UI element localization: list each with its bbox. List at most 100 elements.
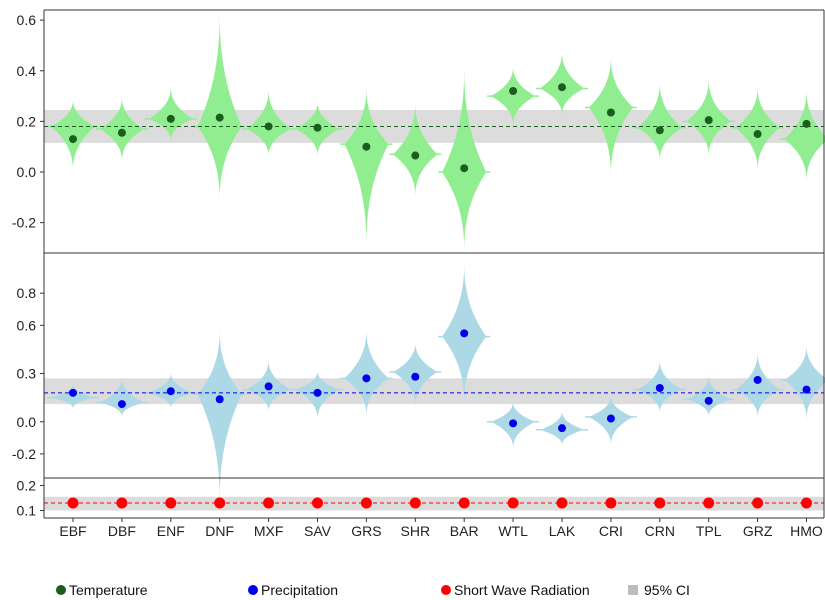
point-grz (754, 376, 762, 384)
point-enf (167, 387, 175, 395)
legend-item-temperature: Temperature (56, 582, 148, 598)
x-tick-label-shr: SHR (401, 523, 431, 539)
x-tick-label-cri: CRI (599, 523, 623, 539)
point-grz (752, 498, 763, 509)
y-tick-label: 0.0 (17, 164, 37, 180)
violin-bar (442, 66, 486, 253)
y-tick-label: 0.3 (17, 366, 37, 382)
x-tick-label-dnf: DNF (205, 523, 234, 539)
y-tick-label: 0.2 (17, 113, 37, 129)
legend-label-temperature: Temperature (69, 582, 148, 598)
legend-label-shortwave: Short Wave Radiation (454, 582, 590, 598)
point-tpl (705, 397, 713, 405)
point-mxf (265, 122, 273, 130)
violin-hmo (785, 345, 825, 422)
point-tpl (705, 116, 713, 124)
point-dnf (214, 498, 225, 509)
point-bar (459, 498, 470, 509)
x-tick-label-tpl: TPL (696, 523, 722, 539)
point-hmo (803, 120, 811, 128)
x-tick-label-dbf: DBF (108, 523, 136, 539)
x-tick-label-wtl: WTL (498, 523, 528, 539)
legend-marker-temperature (56, 585, 66, 595)
point-grz (754, 130, 762, 138)
point-mxf (263, 498, 274, 509)
point-wtl (509, 87, 517, 95)
y-tick-label: 0.6 (17, 12, 37, 28)
legend-item-precipitation: Precipitation (248, 582, 338, 598)
violin-grz (736, 86, 780, 172)
point-enf (167, 115, 175, 123)
x-tick-label-lak: LAK (549, 523, 576, 539)
panel-short-wave-radiation: 0.2 0.1 (17, 478, 824, 519)
point-dnf (216, 114, 224, 122)
point-cri (607, 109, 615, 117)
point-dbf (116, 498, 127, 509)
panel-precipitation: 0.8 0.6 0.3 0.0 -0.2 (12, 261, 825, 505)
point-enf (165, 498, 176, 509)
point-bar (460, 329, 468, 337)
legend-marker-ci (628, 585, 638, 595)
point-lak (558, 83, 566, 91)
point-ebf (69, 135, 77, 143)
legend-item-shortwave: Short Wave Radiation (441, 582, 590, 598)
violin-dnf (198, 10, 242, 202)
point-cri (607, 415, 615, 423)
point-lak (558, 424, 566, 432)
point-crn (656, 384, 664, 392)
y-tick-label: 0.0 (17, 414, 37, 430)
legend-label-ci: 95% CI (644, 582, 690, 598)
legend: Temperature Precipitation Short Wave Rad… (0, 582, 825, 600)
x-tick-label-bar: BAR (450, 523, 479, 539)
legend-item-ci: 95% CI (628, 582, 690, 598)
point-sav (312, 498, 323, 509)
x-tick-label-ebf: EBF (59, 523, 86, 539)
point-dnf (216, 395, 224, 403)
x-tick-label-sav: SAV (304, 523, 332, 539)
point-shr (411, 152, 419, 160)
point-hmo (801, 498, 812, 509)
violin-grz (736, 351, 780, 419)
y-tick-label: 0.6 (17, 317, 37, 333)
violin-hmo (785, 89, 825, 183)
point-ebf (69, 389, 77, 397)
point-crn (656, 126, 664, 134)
violin-crn (638, 81, 682, 162)
y-tick-label: -0.2 (12, 446, 36, 462)
point-bar (460, 164, 468, 172)
y-tick-label: 0.8 (17, 285, 37, 301)
point-cri (605, 498, 616, 509)
legend-marker-precipitation (248, 585, 258, 595)
x-tick-label-grz: GRZ (743, 523, 773, 539)
point-grs (362, 143, 370, 151)
point-shr (411, 373, 419, 381)
point-grs (361, 498, 372, 509)
point-mxf (265, 382, 273, 390)
point-wtl (508, 498, 519, 509)
point-ebf (68, 498, 79, 509)
point-dbf (118, 129, 126, 137)
violin-dnf (198, 329, 242, 506)
legend-marker-shortwave (441, 585, 451, 595)
x-tick-label-grs: GRS (351, 523, 381, 539)
point-tpl (703, 498, 714, 509)
y-tick-label: -0.2 (12, 215, 36, 231)
point-sav (314, 389, 322, 397)
x-tick-label-crn: CRN (645, 523, 675, 539)
point-lak (557, 498, 568, 509)
point-dbf (118, 400, 126, 408)
y-tick-label: 0.2 (17, 478, 37, 494)
x-tick-label-mxf: MXF (254, 523, 284, 539)
x-tick-label-hmo: HMO (790, 523, 823, 539)
y-tick-label: 0.1 (17, 503, 37, 519)
panel-temperature: 0.6 0.4 0.2 0.0 -0.2 (12, 10, 825, 253)
point-crn (654, 498, 665, 509)
point-sav (314, 124, 322, 132)
y-tick-label: 0.4 (17, 63, 37, 79)
x-tick-label-enf: ENF (157, 523, 185, 539)
point-hmo (803, 386, 811, 394)
point-wtl (509, 419, 517, 427)
point-grs (362, 374, 370, 382)
point-shr (410, 498, 421, 509)
